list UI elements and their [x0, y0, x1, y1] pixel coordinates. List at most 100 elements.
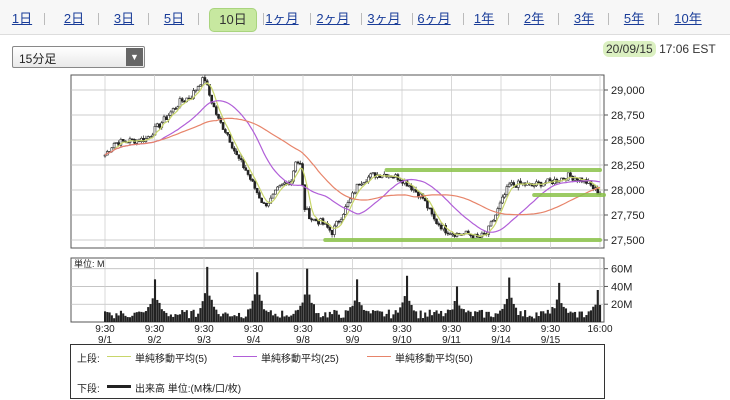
candle-body	[308, 208, 311, 220]
x-tick-date: 9/10	[392, 335, 412, 344]
candle-body	[444, 225, 447, 234]
volume-bar	[160, 309, 163, 322]
volume-bar	[147, 307, 150, 322]
legend-ma25-label: 単純移動平均(25)	[261, 354, 339, 365]
tab-3[interactable]: 3日	[113, 11, 135, 26]
candle-body	[162, 116, 166, 124]
volume-tick-label: 40M	[611, 281, 632, 293]
volume-bar	[149, 304, 152, 322]
dropdown-arrow-icon[interactable]: ▼	[126, 48, 143, 66]
volume-bar	[153, 279, 157, 322]
volume-bar	[117, 315, 120, 322]
candle-body	[192, 90, 195, 99]
x-tick-date: 9/4	[247, 335, 261, 344]
volume-bar	[560, 303, 563, 322]
volume-bar	[151, 298, 154, 322]
tab-7[interactable]: 2ヶ月	[316, 11, 350, 26]
volume-bar	[278, 317, 281, 322]
volume-bar	[469, 311, 472, 322]
volume-bar	[349, 307, 352, 322]
candle-body	[301, 163, 304, 186]
tab-2[interactable]: 2日	[63, 11, 85, 26]
volume-bar	[578, 311, 581, 322]
tab-6[interactable]: 1ヶ月	[265, 11, 299, 26]
volume-bar	[122, 313, 125, 322]
candle-body	[212, 102, 216, 108]
candle-body	[312, 218, 316, 221]
volume-bar	[553, 308, 556, 322]
candle-body	[260, 197, 263, 203]
timestamp-date: 20/09/15	[603, 41, 656, 57]
volume-bar	[385, 313, 388, 322]
price-tick-label: 28,750	[611, 110, 645, 122]
x-tick-time: 9:30	[194, 324, 214, 335]
candle-body	[446, 232, 450, 235]
candle-body	[314, 218, 318, 222]
volume-bar	[410, 305, 413, 322]
volume-bar	[258, 294, 261, 322]
candle-body	[487, 225, 491, 235]
volume-bar	[104, 311, 107, 322]
volume-bar	[142, 312, 145, 322]
tab-11[interactable]: 2年	[523, 11, 545, 26]
candle-body	[174, 108, 177, 110]
volume-bar	[301, 302, 304, 322]
volume-bar	[331, 314, 334, 322]
volume-bar	[215, 309, 218, 322]
volume-bar	[251, 300, 254, 322]
x-tick-date: 9/9	[346, 335, 360, 344]
candle-body	[489, 221, 493, 227]
volume-bar	[192, 309, 195, 322]
interval-select[interactable]: 15分足 ▼	[12, 46, 145, 68]
candle-body	[155, 123, 159, 127]
candle-body	[451, 233, 454, 236]
candle-body	[575, 177, 579, 181]
candle-body	[199, 84, 202, 87]
candle-body	[358, 183, 361, 186]
tab-8[interactable]: 3ヶ月	[367, 11, 401, 26]
volume-bar	[458, 305, 461, 322]
volume-bar	[426, 316, 429, 322]
volume-bar	[297, 309, 300, 322]
x-tick-time: 9:30	[244, 324, 264, 335]
timestamp-time: 17:06 EST	[659, 42, 716, 56]
volume-bar	[210, 299, 213, 322]
tab-1[interactable]: 1日	[11, 11, 33, 26]
volume-bar	[383, 316, 386, 322]
volume-bar	[342, 317, 345, 322]
interval-select-label: 15分足	[19, 52, 57, 66]
volume-bar	[131, 315, 134, 322]
volume-bar	[446, 309, 449, 322]
tab-separator	[263, 13, 264, 25]
tab-9[interactable]: 6ヶ月	[417, 11, 451, 26]
tab-13[interactable]: 5年	[623, 11, 645, 26]
candle-body	[412, 189, 416, 191]
tab-14[interactable]: 10年	[674, 11, 702, 26]
volume-bar	[435, 310, 438, 322]
volume-bar	[408, 300, 411, 322]
volume-bar	[244, 316, 247, 322]
volume-bar	[360, 305, 363, 322]
tab-12[interactable]: 3年	[573, 11, 595, 26]
legend-ma50-swatch	[367, 356, 391, 357]
tab-10[interactable]: 1年	[473, 11, 495, 26]
tab-4[interactable]: 5日	[163, 11, 185, 26]
volume-bar	[480, 309, 484, 322]
tab-separator	[508, 13, 509, 25]
candle-body	[283, 182, 286, 185]
volume-bar	[340, 317, 343, 322]
tab-5[interactable]: 10日	[209, 8, 257, 32]
candle-body	[221, 122, 225, 130]
volume-bar	[551, 306, 554, 322]
candle-body	[303, 184, 307, 210]
tab-separator	[558, 13, 559, 25]
volume-bar	[501, 308, 504, 322]
volume-bar	[594, 304, 597, 322]
candle-body	[398, 179, 402, 182]
volume-bar	[247, 309, 250, 322]
volume-bar	[546, 309, 549, 322]
candle-body	[519, 180, 522, 185]
candle-body	[242, 159, 245, 169]
volume-bar	[156, 299, 159, 322]
x-tick-time: 9:30	[442, 324, 462, 335]
